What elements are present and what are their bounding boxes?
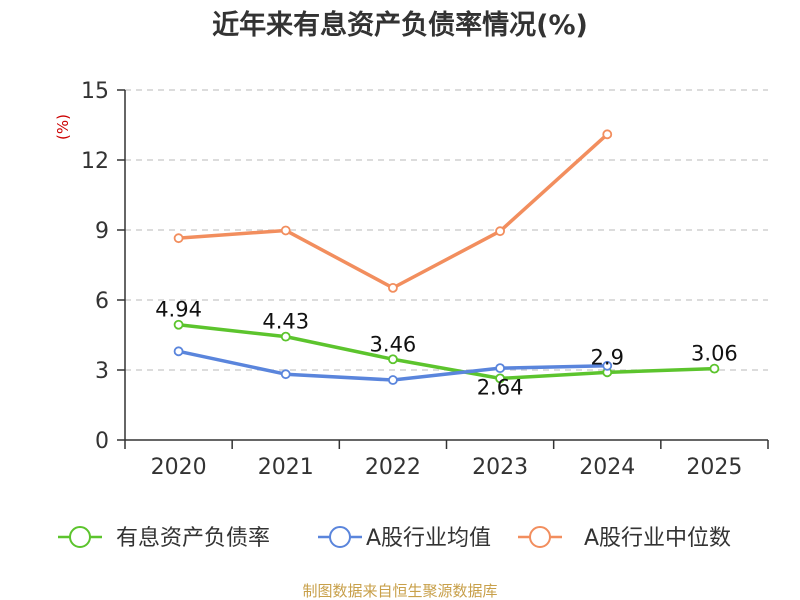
data-label-2023: 2.64: [477, 375, 524, 399]
series-0-point-2023[interactable]: [495, 373, 505, 384]
series-line-0: [178, 322, 715, 381]
legend-marker-1: [329, 526, 351, 548]
y-tick-label-0: 0: [95, 429, 109, 454]
series-1-point-2022[interactable]: [388, 375, 398, 385]
y-tick-label-2: 6: [95, 289, 109, 314]
series-2-point-2022[interactable]: [388, 282, 398, 293]
series-line-2: [178, 133, 609, 290]
data-label-2025: 3.06: [691, 342, 738, 366]
series-group: [173, 129, 720, 385]
series-0-point-2022[interactable]: [388, 354, 398, 365]
y-tick-label-3: 9: [95, 219, 109, 244]
series-2-point-2023[interactable]: [495, 226, 505, 237]
x-tick-label-2022: 2022: [365, 455, 421, 480]
x-tick-label-2023: 2023: [472, 455, 528, 480]
series-1-point-2023[interactable]: [495, 363, 505, 374]
data-label-2020: 4.94: [155, 298, 202, 322]
legend-item-0[interactable]: 有息资产负债率: [58, 526, 270, 551]
y-axis-unit: (%): [54, 114, 72, 140]
series-2-point-2021[interactable]: [280, 225, 291, 236]
data-label-2022: 3.46: [370, 332, 417, 356]
legend-item-1[interactable]: A股行业均值: [318, 526, 491, 551]
data-label-2024: 2.9: [591, 345, 624, 369]
legend-label-0: 有息资产负债率: [116, 526, 270, 551]
chart-title: 近年来有息资产负债率情况(%): [212, 9, 588, 41]
x-tick-label-2025: 2025: [686, 455, 742, 480]
legend-marker-0: [69, 526, 91, 548]
series-1-point-2024[interactable]: [602, 360, 613, 371]
legend-marker-2: [529, 526, 551, 548]
y-tick-label-4: 12: [81, 149, 109, 174]
legend-item-2[interactable]: A股行业中位数: [518, 526, 731, 551]
y-tick-label-1: 3: [95, 359, 109, 384]
data-label-2021: 4.43: [262, 310, 309, 334]
series-1-point-2020[interactable]: [173, 346, 184, 357]
series-1-point-2021[interactable]: [280, 369, 291, 380]
legend[interactable]: 有息资产负债率 A股行业均值 A股行业中位数: [58, 526, 731, 551]
y-tick-label-5: 15: [81, 79, 109, 104]
series-0-point-2021[interactable]: [280, 331, 291, 342]
x-tick-label-2021: 2021: [258, 455, 314, 480]
axes: 0 3 6 9 12 15 2020 2021 2022 2023 2024 2025: [81, 79, 769, 480]
legend-label-1: A股行业均值: [366, 526, 491, 551]
x-tick-label-2024: 2024: [579, 455, 635, 480]
x-tick-label-2020: 2020: [151, 455, 207, 480]
series-2-point-2024[interactable]: [602, 129, 613, 140]
legend-label-2: A股行业中位数: [584, 526, 731, 551]
data-source: 制图数据来自恒生聚源数据库: [302, 582, 497, 600]
series-0-point-2025[interactable]: [709, 363, 720, 374]
data-labels: 4.94 4.43 3.46 2.64 2.9 3.06: [155, 298, 738, 400]
series-2-point-2020[interactable]: [173, 233, 184, 244]
series-0-point-2020[interactable]: [173, 319, 184, 330]
